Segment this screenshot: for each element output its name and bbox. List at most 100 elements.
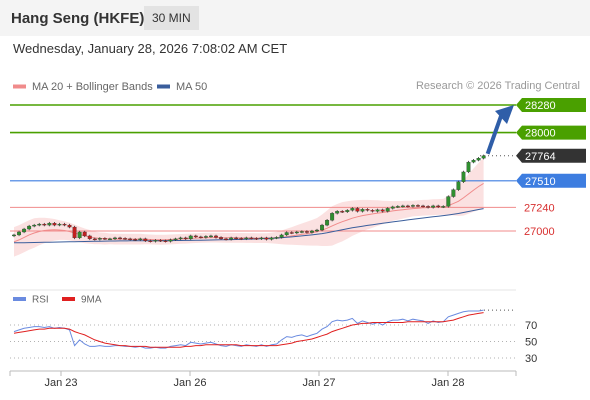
candle-body xyxy=(224,238,229,241)
x-tick-label: Jan 26 xyxy=(173,377,206,389)
candle-body xyxy=(133,239,138,241)
candle-body xyxy=(148,240,153,242)
candle xyxy=(461,170,466,183)
candle xyxy=(466,160,471,174)
candle xyxy=(426,205,431,209)
candle xyxy=(219,236,223,241)
candle-body xyxy=(193,235,198,238)
candle xyxy=(229,236,234,241)
x-tick-label: Jan 27 xyxy=(302,377,335,389)
candle-body xyxy=(400,205,405,208)
candle xyxy=(370,209,375,213)
candle-body xyxy=(466,161,471,173)
candle-body xyxy=(476,158,481,161)
rsi-ma9-line xyxy=(13,312,484,348)
level-label-27240: 27240 xyxy=(524,202,555,214)
rsi-legend-swatch xyxy=(62,297,75,301)
candle xyxy=(128,237,133,241)
candle-body xyxy=(12,234,16,237)
candle-body xyxy=(22,228,27,233)
candle xyxy=(421,204,425,208)
candle-body xyxy=(158,240,163,242)
candle-body xyxy=(380,209,385,212)
candle xyxy=(133,238,138,242)
candle xyxy=(183,236,188,241)
rsi-level-label: 50 xyxy=(525,337,537,349)
candle xyxy=(320,223,324,232)
candle xyxy=(395,205,400,209)
candle-body xyxy=(259,237,264,240)
interval-button[interactable]: 30 MIN xyxy=(144,6,199,30)
candle xyxy=(264,236,269,241)
candle-body xyxy=(92,238,97,241)
candle xyxy=(214,234,218,239)
candle xyxy=(451,188,456,198)
candle xyxy=(32,223,37,228)
candle xyxy=(143,237,148,243)
candle xyxy=(416,204,420,208)
candle xyxy=(22,227,27,234)
candle-body xyxy=(234,237,239,240)
legend-label: MA 20 + Bollinger Bands xyxy=(32,81,153,93)
candle xyxy=(289,231,294,235)
candle-body xyxy=(108,238,112,241)
candle xyxy=(315,228,319,233)
candle xyxy=(67,223,72,229)
candle xyxy=(279,233,284,239)
candle xyxy=(148,239,153,243)
candle xyxy=(249,236,254,240)
candle-body xyxy=(416,205,420,207)
candle xyxy=(153,239,158,243)
candle xyxy=(431,204,436,209)
candle xyxy=(436,204,441,209)
candle-body xyxy=(254,238,259,240)
level-tag-27510 xyxy=(516,173,586,188)
candle xyxy=(87,234,92,241)
candle xyxy=(234,236,239,240)
candle-body xyxy=(289,232,294,234)
candle xyxy=(239,237,244,241)
candle-body xyxy=(340,211,345,213)
candle xyxy=(203,235,208,239)
candle-body xyxy=(97,238,102,240)
candle xyxy=(163,239,168,243)
candle-body xyxy=(32,224,37,227)
candle-body xyxy=(284,232,289,236)
candle xyxy=(52,221,57,227)
candle-body xyxy=(77,231,82,239)
candle xyxy=(37,222,42,227)
candle xyxy=(198,235,203,239)
candle-body xyxy=(395,206,400,208)
candle xyxy=(340,210,345,213)
level-label-27764: 27764 xyxy=(525,151,556,163)
candle-body xyxy=(72,226,77,239)
candle xyxy=(102,237,107,241)
candle-body xyxy=(57,223,62,226)
candle xyxy=(138,237,143,242)
candle-body xyxy=(203,236,208,238)
candle xyxy=(380,208,385,213)
credit-text: Research © 2026 Trading Central xyxy=(415,80,580,92)
candle xyxy=(208,234,213,238)
candle xyxy=(12,233,16,238)
level-label-28000: 28000 xyxy=(525,128,556,140)
projection-arrow xyxy=(485,115,503,155)
candle-body xyxy=(405,205,410,208)
ma50-line xyxy=(14,208,484,244)
legend-label: MA 50 xyxy=(176,81,207,93)
candle-body xyxy=(390,206,395,209)
candle xyxy=(304,230,309,234)
candle-body xyxy=(279,234,284,238)
candle-body xyxy=(143,238,148,241)
candle xyxy=(168,238,173,243)
candle xyxy=(62,222,67,227)
candle-body xyxy=(370,210,375,212)
candle-body xyxy=(335,211,340,214)
candle-body xyxy=(244,237,249,240)
candle xyxy=(294,230,299,235)
level-tag-28000 xyxy=(516,125,586,140)
candle-body xyxy=(426,206,431,208)
candle xyxy=(123,237,128,241)
candle-body xyxy=(355,208,360,212)
